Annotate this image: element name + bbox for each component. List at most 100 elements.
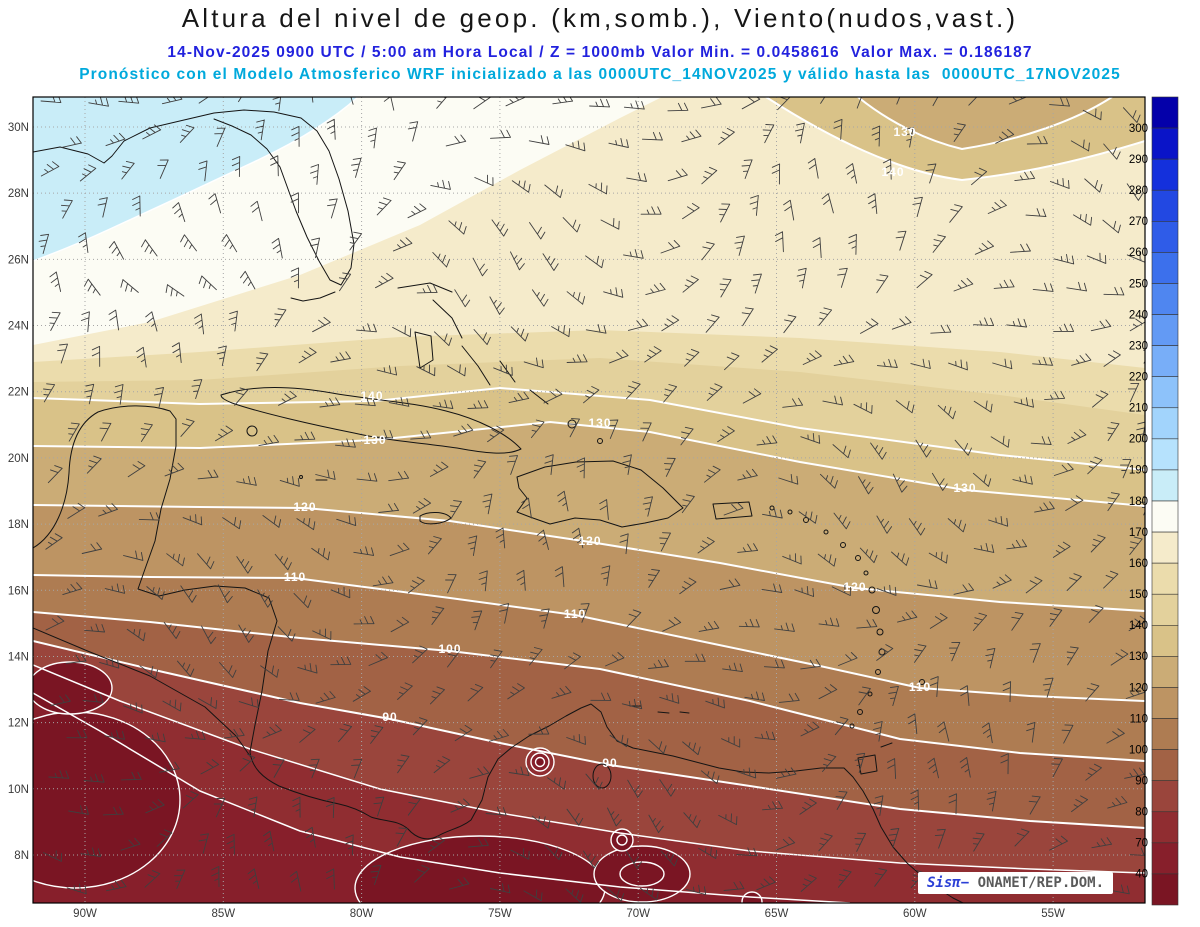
- wind-barb: [238, 697, 259, 708]
- wind-barb: [118, 97, 140, 104]
- colorbar-segment: [1151, 158, 1179, 191]
- wind-barb: [472, 257, 488, 277]
- wind-barb: [226, 833, 235, 855]
- wind-barb: [468, 837, 489, 848]
- wind-barb: [1006, 539, 1028, 550]
- wind-barb: [499, 603, 510, 624]
- wind-barb: [407, 203, 427, 219]
- wind-barb: [683, 812, 701, 829]
- wind-barb: [353, 616, 375, 625]
- wind-barb: [1136, 421, 1145, 443]
- wind-barb: [372, 429, 394, 439]
- wind-barb: [126, 628, 146, 642]
- coast-island: [823, 529, 829, 535]
- wind-barb: [145, 311, 158, 332]
- wind-barb: [887, 758, 897, 780]
- lat-tick-label: 16N: [8, 585, 29, 597]
- wind-barb: [985, 647, 996, 669]
- wind-barb: [102, 806, 124, 816]
- wind-barb: [566, 354, 588, 363]
- wind-barb: [489, 883, 511, 894]
- wind-barb: [774, 622, 795, 632]
- wind-barb: [990, 435, 1010, 448]
- wind-barb: [916, 579, 938, 590]
- wind-barb: [888, 828, 900, 849]
- wind-barb: [467, 683, 484, 702]
- wind-barb: [821, 193, 834, 214]
- wind-barb: [488, 729, 509, 742]
- wind-barb: [659, 693, 680, 704]
- wind-barb: [1014, 828, 1030, 847]
- wind-barb: [138, 512, 160, 521]
- wind-barb: [910, 789, 920, 811]
- wind-barb: [294, 431, 316, 441]
- wind-barb: [521, 497, 532, 519]
- wind-barb: [271, 237, 283, 259]
- wind-barb: [897, 610, 918, 623]
- wind-barb: [445, 134, 467, 147]
- wind-barb: [82, 693, 104, 703]
- wind-barb: [817, 553, 837, 567]
- wind-barb: [554, 566, 565, 588]
- wind-barb: [311, 547, 330, 561]
- wind-barb: [1103, 286, 1125, 296]
- wind-barb: [279, 476, 300, 487]
- wind-barb: [454, 724, 473, 742]
- coast-island: [868, 586, 876, 594]
- wind-barb: [330, 351, 351, 363]
- wind-barb: [860, 318, 879, 334]
- wind-barb: [927, 757, 939, 779]
- wind-barb: [108, 241, 125, 260]
- wind-barb: [291, 125, 300, 147]
- wind-barb: [931, 472, 948, 491]
- wind-barb: [607, 807, 622, 827]
- wind-barb: [216, 345, 227, 367]
- band-40-70: [33, 693, 850, 903]
- wind-barb: [915, 439, 932, 458]
- wind-barb: [800, 721, 820, 737]
- wind-barb: [987, 199, 1007, 214]
- wind-barb: [97, 197, 108, 218]
- wind-barb: [99, 658, 120, 669]
- wind-barb: [736, 847, 758, 857]
- wind-barb: [345, 834, 354, 856]
- wind-barb: [993, 279, 1015, 289]
- wind-barb: [1126, 183, 1144, 201]
- wind-barb: [454, 289, 471, 308]
- wind-barb: [45, 533, 63, 550]
- wind-barb: [1061, 724, 1074, 744]
- wind-barb: [510, 326, 529, 342]
- colorbar-tick-label: 70: [1135, 838, 1148, 850]
- wind-barb: [721, 736, 741, 748]
- wind-barb: [718, 127, 735, 145]
- wind-barb: [310, 164, 319, 185]
- wind-barb: [240, 270, 256, 290]
- contour-value-label: 100: [438, 642, 461, 656]
- contour-value-label: 120: [578, 534, 601, 548]
- wind-barb: [98, 503, 118, 517]
- wind-barb: [988, 515, 1009, 527]
- wind-barb: [876, 274, 889, 294]
- wind-barb: [681, 129, 702, 143]
- wind-barb: [79, 164, 97, 182]
- wind-barb: [449, 877, 470, 890]
- wind-barb: [132, 195, 141, 217]
- wind-barb: [482, 493, 493, 515]
- wind-barb: [640, 422, 652, 442]
- colorbar-segment: [1151, 96, 1179, 129]
- wind-barb: [566, 733, 586, 745]
- wind-barb: [326, 868, 335, 890]
- wind-barb: [820, 97, 826, 104]
- wind-barb: [1107, 492, 1120, 512]
- wind-barb: [565, 888, 584, 903]
- wind-barb: [293, 592, 312, 609]
- low-center-west: [33, 661, 113, 715]
- wind-barb: [368, 651, 388, 666]
- wind-barb: [171, 342, 182, 364]
- wind-barb: [491, 219, 509, 237]
- wind-barb: [370, 725, 384, 744]
- colorbar-tick-label: 100: [1129, 744, 1148, 756]
- wind-barb: [412, 645, 428, 664]
- wind-barb: [68, 805, 89, 815]
- wind-barb: [854, 832, 867, 852]
